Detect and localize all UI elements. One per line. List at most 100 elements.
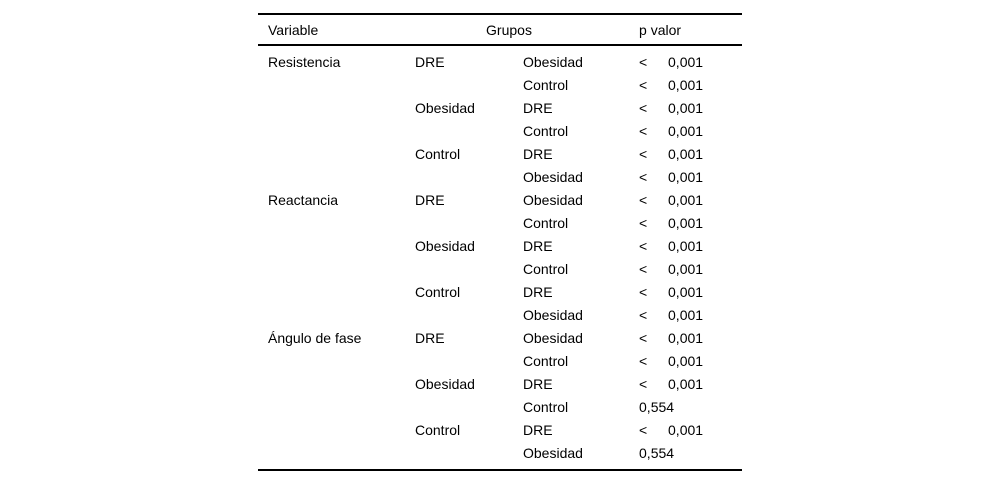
p-value-cell: <0,001 bbox=[639, 165, 742, 188]
reference-group-cell: Control bbox=[523, 76, 569, 93]
table-row: Obesidad 0,554 bbox=[258, 441, 742, 470]
variable-cell bbox=[258, 418, 415, 441]
p-value-number: 0,001 bbox=[668, 260, 704, 277]
p-value-cell: <0,001 bbox=[639, 372, 742, 395]
header-grupos: Grupos bbox=[415, 14, 640, 46]
reference-group-cell: Control bbox=[523, 122, 569, 139]
p-value-cell: <0,001 bbox=[639, 211, 742, 234]
table-row: Resistencia DRE Obesidad <0,001 bbox=[258, 45, 742, 73]
variable-cell bbox=[258, 119, 415, 142]
less-than-sign: < bbox=[639, 352, 648, 369]
p-value-cell: <0,001 bbox=[639, 96, 742, 119]
table-body: Resistencia DRE Obesidad <0,001 Control … bbox=[258, 45, 742, 470]
less-than-sign: < bbox=[639, 306, 648, 323]
p-value-cell: <0,001 bbox=[639, 73, 742, 96]
less-than-sign: < bbox=[639, 99, 648, 116]
variable-cell bbox=[258, 211, 415, 234]
variable-cell bbox=[258, 280, 415, 303]
header-variable: Variable bbox=[258, 14, 415, 46]
p-value-cell: <0,001 bbox=[639, 257, 742, 280]
reference-group-cell: Obesidad bbox=[523, 168, 583, 185]
comparison-group-cell: Control bbox=[415, 145, 461, 162]
comparison-group-cell bbox=[415, 303, 523, 326]
reference-group-cell: Control bbox=[523, 398, 569, 415]
table-row: Control DRE <0,001 bbox=[258, 280, 742, 303]
reference-group-cell: DRE bbox=[523, 375, 553, 392]
reference-group-cell: DRE bbox=[523, 237, 553, 254]
table-row: Control <0,001 bbox=[258, 119, 742, 142]
p-value-cell: <0,001 bbox=[639, 188, 742, 211]
less-than-sign: < bbox=[639, 260, 648, 277]
reference-group-cell: Obesidad bbox=[523, 191, 583, 208]
p-value-number: 0,001 bbox=[668, 76, 704, 93]
variable-cell bbox=[258, 165, 415, 188]
table-row: Control 0,554 bbox=[258, 395, 742, 418]
p-value-number: 0,001 bbox=[668, 53, 704, 70]
p-value-number: 0,001 bbox=[668, 375, 704, 392]
variable-cell: Ángulo de fase bbox=[268, 329, 362, 346]
less-than-sign: < bbox=[639, 53, 648, 70]
table-row: Ángulo de fase DRE Obesidad <0,001 bbox=[258, 326, 742, 349]
p-value-number: 0,554 bbox=[639, 444, 675, 461]
comparison-group-cell bbox=[415, 257, 523, 280]
variable-cell bbox=[258, 372, 415, 395]
p-value-number: 0,001 bbox=[668, 99, 704, 116]
comparison-group-cell bbox=[415, 73, 523, 96]
reference-group-cell: Control bbox=[523, 260, 569, 277]
p-value-number: 0,001 bbox=[668, 145, 704, 162]
less-than-sign: < bbox=[639, 421, 648, 438]
comparison-group-cell: Obesidad bbox=[415, 375, 475, 392]
p-value-cell: <0,001 bbox=[639, 349, 742, 372]
p-value-cell: <0,001 bbox=[639, 234, 742, 257]
variable-cell bbox=[258, 395, 415, 418]
comparison-group-cell: DRE bbox=[415, 329, 445, 346]
p-value-cell: <0,001 bbox=[639, 45, 742, 73]
p-value-number: 0,001 bbox=[668, 283, 704, 300]
comparison-group-cell: Control bbox=[415, 421, 461, 438]
variable-cell bbox=[258, 234, 415, 257]
p-value-cell: 0,554 bbox=[639, 395, 742, 418]
variable-cell bbox=[258, 303, 415, 326]
less-than-sign: < bbox=[639, 145, 648, 162]
reference-group-cell: DRE bbox=[523, 99, 553, 116]
less-than-sign: < bbox=[639, 375, 648, 392]
variable-cell: Reactancia bbox=[268, 191, 339, 208]
less-than-sign: < bbox=[639, 237, 648, 254]
p-value-number: 0,001 bbox=[668, 237, 704, 254]
comparison-group-cell bbox=[415, 165, 523, 188]
comparison-group-cell bbox=[415, 441, 523, 470]
less-than-sign: < bbox=[639, 76, 648, 93]
header-p-valor: p valor bbox=[639, 14, 743, 46]
less-than-sign: < bbox=[639, 191, 648, 208]
table-row: Control <0,001 bbox=[258, 211, 742, 234]
less-than-sign: < bbox=[639, 329, 648, 346]
comparison-group-cell bbox=[415, 395, 523, 418]
variable-cell: Resistencia bbox=[268, 53, 341, 70]
less-than-sign: < bbox=[639, 283, 648, 300]
table-row: Control DRE <0,001 bbox=[258, 418, 742, 441]
table-row: Control <0,001 bbox=[258, 257, 742, 280]
variable-cell bbox=[258, 73, 415, 96]
p-value-number: 0,001 bbox=[668, 214, 704, 231]
variable-cell bbox=[258, 349, 415, 372]
reference-group-cell: Obesidad bbox=[523, 306, 583, 323]
p-value-number: 0,001 bbox=[668, 329, 704, 346]
comparison-group-cell bbox=[415, 211, 523, 234]
comparison-group-cell bbox=[415, 349, 523, 372]
variable-cell bbox=[258, 257, 415, 280]
p-value-cell: <0,001 bbox=[639, 418, 742, 441]
p-value-cell: <0,001 bbox=[639, 326, 742, 349]
less-than-sign: < bbox=[639, 214, 648, 231]
reference-group-cell: Obesidad bbox=[523, 53, 583, 70]
p-value-number: 0,001 bbox=[668, 352, 704, 369]
less-than-sign: < bbox=[639, 168, 648, 185]
table-row: Obesidad <0,001 bbox=[258, 165, 742, 188]
header-row: Variable Grupos p valor bbox=[258, 14, 743, 46]
table-row: Reactancia DRE Obesidad <0,001 bbox=[258, 188, 742, 211]
comparison-group-cell: DRE bbox=[415, 191, 445, 208]
comparison-group-cell: Obesidad bbox=[415, 237, 475, 254]
variable-cell bbox=[258, 441, 415, 470]
p-value-cell: <0,001 bbox=[639, 142, 742, 165]
reference-group-cell: DRE bbox=[523, 283, 553, 300]
